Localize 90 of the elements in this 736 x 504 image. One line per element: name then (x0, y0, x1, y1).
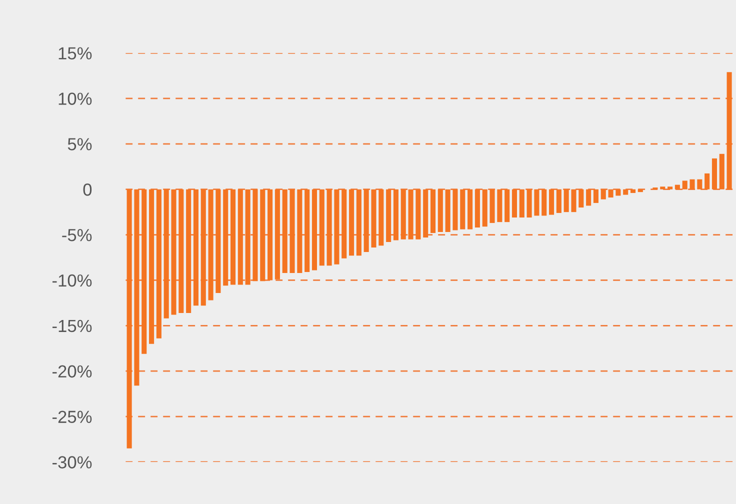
bar (593, 189, 598, 203)
bar (378, 189, 384, 246)
bar (556, 189, 562, 213)
bar (304, 189, 310, 272)
bar (142, 189, 147, 354)
bar (504, 189, 510, 222)
bar (430, 189, 436, 233)
y-tick-label: -5% (62, 229, 92, 242)
bar (542, 189, 547, 216)
bar (571, 189, 576, 212)
bar (682, 180, 688, 190)
bar (423, 189, 428, 238)
bar (319, 189, 324, 266)
bar (490, 189, 495, 223)
bar (460, 189, 466, 230)
bar (252, 189, 258, 282)
bar (200, 189, 206, 306)
bar (208, 189, 214, 300)
bar (400, 189, 406, 240)
bar (371, 189, 376, 248)
bar (364, 189, 369, 252)
bar (134, 189, 140, 386)
bar (297, 189, 302, 273)
bar (482, 189, 488, 227)
bar (578, 189, 584, 208)
y-tick-label: 10% (58, 92, 92, 105)
bar (156, 189, 162, 338)
bar (519, 189, 524, 218)
bar (245, 189, 250, 285)
bar (326, 189, 332, 266)
y-tick-label: 15% (58, 47, 92, 60)
bar (638, 189, 643, 192)
bar (193, 189, 198, 306)
bar (497, 189, 502, 222)
bar (149, 189, 154, 344)
bar (616, 189, 621, 196)
bar (312, 189, 318, 270)
bar (712, 158, 717, 190)
bar (216, 189, 221, 293)
bar (697, 179, 702, 190)
bar (474, 189, 480, 228)
bar (178, 189, 184, 313)
bar (630, 189, 636, 193)
bar (290, 189, 295, 273)
y-tick-label: -30% (52, 456, 92, 468)
bar (623, 189, 628, 195)
y-tick-label: -25% (52, 410, 92, 424)
bar (668, 186, 673, 190)
y-tick-label: -20% (52, 365, 92, 378)
bar (445, 189, 450, 232)
bar (660, 186, 666, 190)
bar (282, 189, 288, 273)
bar (186, 189, 192, 313)
bar (260, 189, 266, 282)
bar (334, 189, 340, 264)
bar (356, 189, 362, 256)
bar (438, 189, 443, 232)
bar (704, 173, 710, 190)
bar (268, 189, 273, 280)
bar (564, 189, 569, 212)
bar (534, 189, 540, 216)
y-tick-label: 0 (83, 184, 92, 196)
bar (690, 179, 695, 190)
bar (674, 184, 680, 190)
bar (408, 189, 414, 240)
bar (549, 189, 554, 215)
bar (719, 154, 724, 190)
bar (726, 72, 732, 190)
bar (512, 189, 518, 218)
bar (230, 189, 236, 285)
bar (342, 189, 347, 258)
bar (386, 189, 392, 242)
bar (416, 189, 421, 240)
bar (586, 189, 592, 206)
bar (274, 189, 280, 280)
bar (526, 189, 532, 218)
bar (164, 189, 169, 318)
bar (608, 189, 614, 198)
y-tick-label: 5% (68, 138, 92, 150)
bar (600, 189, 606, 200)
bar (223, 189, 228, 286)
bar (393, 189, 398, 240)
bar (468, 189, 473, 230)
bar (126, 189, 132, 448)
y-tick-label: -10% (52, 274, 92, 287)
bar (349, 189, 354, 256)
y-tick-label: -15% (52, 320, 92, 332)
bar (238, 189, 243, 285)
bar (171, 189, 176, 315)
bar (452, 189, 458, 230)
